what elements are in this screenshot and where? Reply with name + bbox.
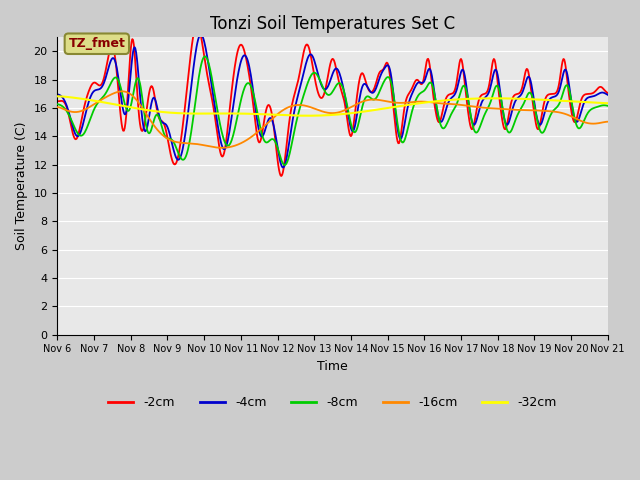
Legend: -2cm, -4cm, -8cm, -16cm, -32cm: -2cm, -4cm, -8cm, -16cm, -32cm	[104, 391, 562, 414]
Title: Tonzi Soil Temperatures Set C: Tonzi Soil Temperatures Set C	[210, 15, 455, 33]
X-axis label: Time: Time	[317, 360, 348, 373]
Text: TZ_fmet: TZ_fmet	[68, 37, 125, 50]
Y-axis label: Soil Temperature (C): Soil Temperature (C)	[15, 121, 28, 250]
